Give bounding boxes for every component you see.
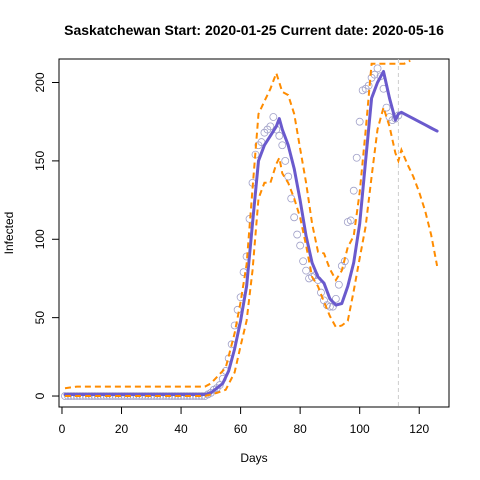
observed-point (290, 213, 299, 222)
observed-point (275, 131, 284, 140)
observed-point (302, 266, 310, 275)
observed-point (299, 257, 308, 266)
observed-point (281, 156, 290, 165)
x-tick-label: 0 (59, 422, 66, 436)
observed-point (346, 216, 355, 225)
observed-point (174, 392, 182, 400)
x-axis: 0 20 40 60 80 100 120 (59, 407, 430, 436)
fitted-line (63, 70, 439, 396)
y-tick-label: 200 (33, 72, 47, 92)
x-tick-label: 60 (234, 422, 248, 436)
observed-point (296, 241, 305, 250)
observed-point (278, 141, 287, 150)
observed-point (382, 103, 391, 112)
observed-point (144, 392, 153, 400)
x-tick-label: 80 (293, 422, 307, 436)
observed-point (349, 186, 358, 195)
observed-point (352, 153, 361, 162)
y-tick-label: 50 (33, 311, 47, 325)
x-tick-label: 20 (115, 422, 129, 436)
series-layer (61, 59, 439, 407)
y-axis: 0 50 100 150 200 (33, 72, 59, 399)
observed-point (293, 230, 302, 239)
observed-point (93, 392, 102, 400)
y-axis-label: Infected (2, 212, 16, 255)
observed-point (373, 64, 382, 73)
y-tick-label: 100 (33, 229, 47, 249)
x-axis-label: Days (240, 451, 267, 465)
observed-point (269, 113, 278, 121)
lower-bound-line (65, 104, 439, 397)
observed-point (334, 280, 343, 289)
x-tick-label: 40 (174, 422, 188, 436)
y-tick-label: 0 (33, 392, 47, 399)
observed-point (64, 392, 72, 400)
plot-frame (58, 58, 450, 408)
chart-title: Saskatchewan Start: 2020-01-25 Current d… (64, 22, 444, 38)
observed-point (355, 117, 364, 126)
y-tick-label: 150 (33, 151, 47, 171)
x-tick-label: 100 (350, 422, 370, 436)
observed-point (331, 294, 340, 303)
observed-point (239, 268, 248, 277)
observed-point (364, 81, 373, 90)
observed-point (215, 381, 224, 389)
x-tick-label: 120 (409, 422, 429, 436)
upper-bound-line (64, 59, 411, 390)
observed-point (266, 122, 275, 131)
observed-point (284, 172, 293, 181)
